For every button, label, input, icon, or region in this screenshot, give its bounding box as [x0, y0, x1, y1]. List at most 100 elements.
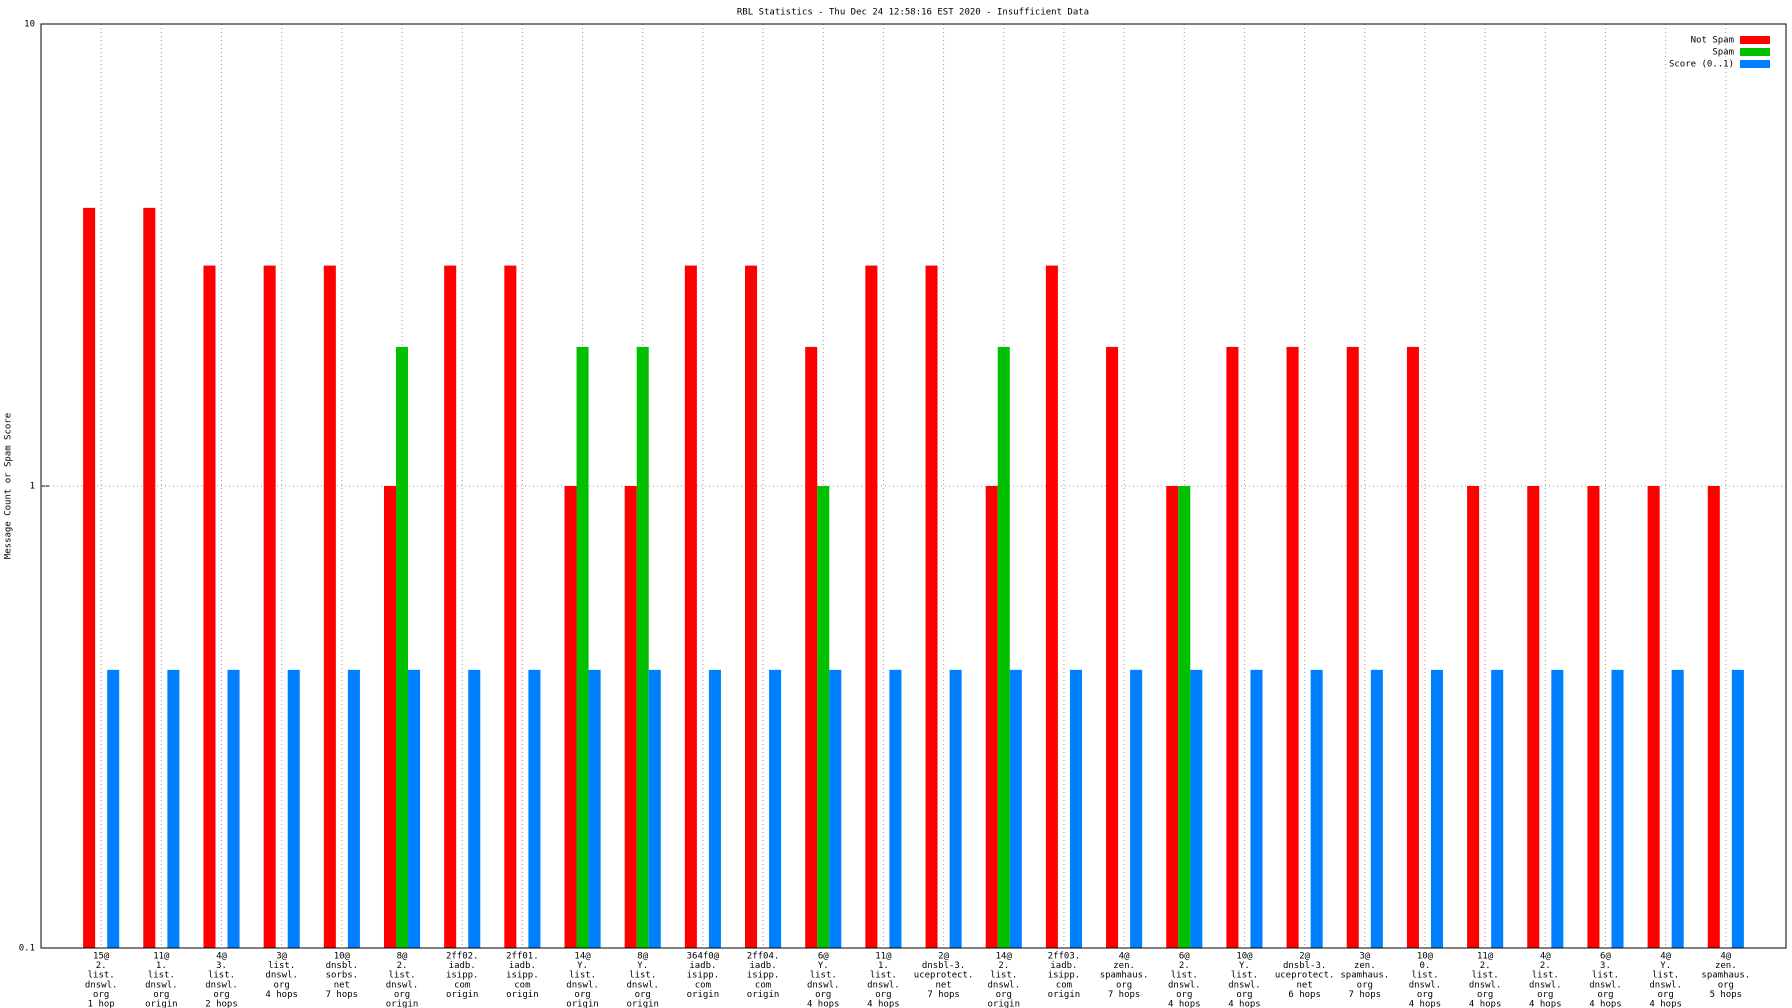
x-tick-label: uceprotect.	[1275, 971, 1335, 981]
x-tick-label: com	[755, 980, 771, 990]
x-tick-label: 2.	[96, 961, 107, 971]
x-tick-label: com	[514, 980, 530, 990]
bar	[997, 346, 1010, 948]
x-tick-label: dnswl.	[386, 980, 419, 990]
x-tick-label: origin	[626, 1000, 659, 1008]
x-tick-label: list.	[88, 971, 115, 981]
bar	[1178, 486, 1191, 948]
bar	[1069, 669, 1082, 948]
x-tick-label: 4 hops	[1469, 1000, 1502, 1008]
bar	[263, 265, 276, 949]
x-tick-label: 7 hops	[1108, 990, 1141, 1000]
bar	[648, 669, 661, 948]
x-tick-label: com	[695, 980, 711, 990]
bar	[227, 669, 240, 948]
bar	[985, 486, 998, 948]
legend-label: Score (0..1)	[1669, 60, 1734, 70]
x-tick-label: org	[274, 980, 290, 990]
x-tick-label: 4 hops	[1228, 1000, 1261, 1008]
x-tick-label: net	[1296, 980, 1312, 990]
x-tick-label: origin	[145, 1000, 178, 1008]
x-tick-label: dnswl.	[626, 980, 659, 990]
x-tick-label: 4 hops	[867, 1000, 900, 1008]
x-tick-label: 3@	[276, 952, 287, 962]
x-tick-label: 4 hops	[1529, 1000, 1562, 1008]
x-tick-label: org	[1357, 980, 1373, 990]
x-tick-label: 4 hops	[1649, 1000, 1682, 1008]
x-tick-label: 14@	[574, 952, 591, 962]
x-tick-label: 4 hops	[1409, 1000, 1442, 1008]
x-tick-label: 7 hops	[326, 990, 359, 1000]
x-tick-label: dnswl.	[988, 980, 1021, 990]
x-tick-label: 2@	[1299, 952, 1310, 962]
x-tick-label: Y.	[637, 961, 648, 971]
y-tick-label: 1	[30, 482, 35, 492]
bar	[1731, 669, 1744, 948]
bar	[1310, 669, 1323, 948]
bar	[1406, 346, 1419, 948]
x-tick-label: 8@	[397, 952, 408, 962]
bar	[829, 669, 842, 948]
x-tick-label: 14@	[996, 952, 1013, 962]
x-tick-label: spamhaus.	[1100, 971, 1149, 981]
x-tick-label: org	[996, 990, 1012, 1000]
bar	[1130, 669, 1143, 948]
x-tick-label: 2.	[1179, 961, 1190, 971]
x-tick-label: 6@	[818, 952, 829, 962]
x-tick-label: uceprotect.	[914, 971, 974, 981]
x-tick-label: org	[635, 990, 651, 1000]
x-tick-label: org	[213, 990, 229, 1000]
bar	[949, 669, 962, 948]
bar	[1467, 486, 1480, 948]
bar	[83, 207, 96, 949]
bar	[444, 265, 457, 949]
x-tick-label: 4@	[1660, 952, 1671, 962]
x-tick-label: origin	[687, 990, 720, 1000]
x-tick-label: Y.	[1660, 961, 1671, 971]
x-tick-label: list.	[1171, 971, 1198, 981]
x-tick-label: org	[815, 990, 831, 1000]
x-tick-label: isipp.	[747, 971, 780, 981]
bar	[203, 265, 216, 949]
plot-frame	[40, 23, 1787, 949]
x-tick-label: 4@	[1720, 952, 1731, 962]
x-tick-label: list.	[208, 971, 235, 981]
x-tick-label: spamhaus.	[1340, 971, 1389, 981]
x-tick-label: 1 hop	[88, 1000, 115, 1008]
x-tick-label: 5 hops	[1710, 990, 1743, 1000]
x-tick-label: list.	[990, 971, 1017, 981]
x-tick-label: Y.	[577, 961, 588, 971]
bar	[1286, 346, 1299, 948]
x-tick-label: dnsbl.	[326, 961, 359, 971]
x-tick-label: sorbs.	[326, 971, 359, 981]
bar	[1166, 486, 1179, 948]
x-tick-label: dnswl.	[807, 980, 840, 990]
x-tick-label: origin	[446, 990, 479, 1000]
x-tick-label: 1.	[156, 961, 167, 971]
x-tick-label: isipp.	[506, 971, 539, 981]
x-tick-label: org	[574, 990, 590, 1000]
x-tick-label: dnswl.	[566, 980, 599, 990]
bar	[504, 265, 517, 949]
bar	[347, 669, 360, 948]
bar	[1430, 669, 1444, 948]
bar	[817, 486, 830, 948]
x-tick-label: 10@	[334, 952, 351, 962]
bar	[1527, 486, 1540, 948]
x-tick-label: dnsbl-3.	[1283, 961, 1326, 971]
x-tick-label: 6 hops	[1288, 990, 1321, 1000]
x-tick-label: org	[875, 990, 891, 1000]
bar	[323, 265, 336, 949]
x-tick-label: 1.	[878, 961, 889, 971]
bar	[1226, 346, 1239, 948]
x-tick-label: 4@	[1119, 952, 1130, 962]
x-tick-label: list.	[268, 961, 295, 971]
x-tick-label: org	[1477, 990, 1493, 1000]
x-tick-label: 7 hops	[1349, 990, 1382, 1000]
x-tick-label: 2.	[1480, 961, 1491, 971]
x-tick-label: list.	[810, 971, 837, 981]
x-tick-label: list.	[629, 971, 656, 981]
bar	[1009, 669, 1022, 948]
x-tick-label: org	[1597, 990, 1613, 1000]
